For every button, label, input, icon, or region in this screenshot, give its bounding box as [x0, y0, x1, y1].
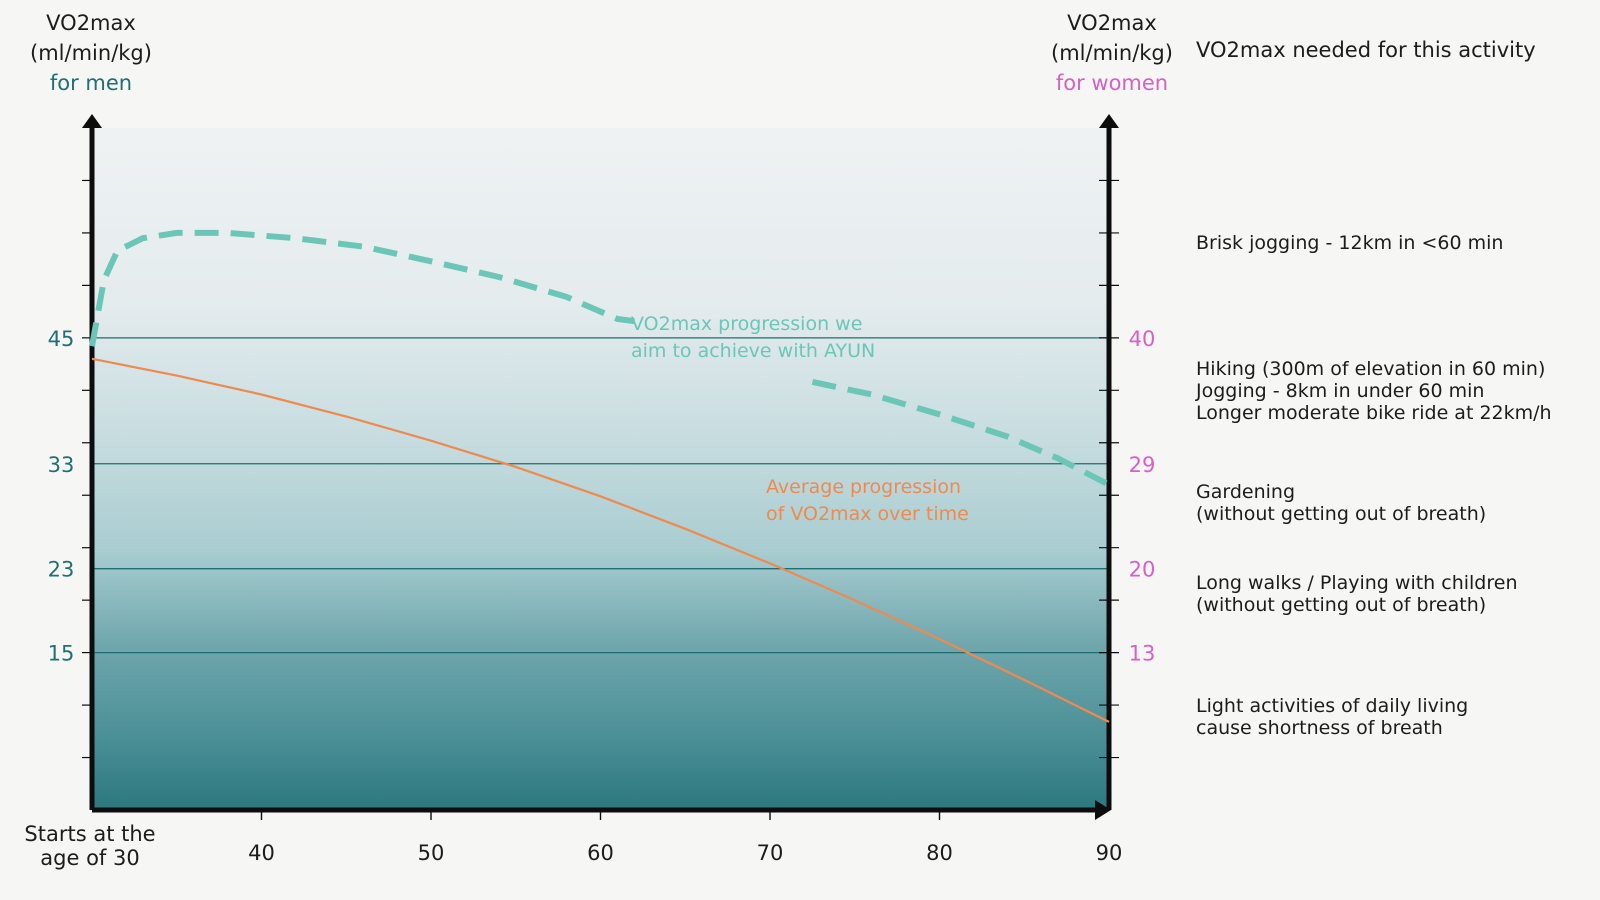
- x-tick-label: 50: [418, 841, 445, 865]
- activity-label: Hiking (300m of elevation in 60 min) Jog…: [1196, 358, 1552, 424]
- average-line: [91, 357, 1110, 723]
- plot-background: [92, 128, 1109, 808]
- y-tick-label-women: 40: [1129, 327, 1156, 351]
- activity-bands: [92, 337, 1109, 654]
- ayun-series-label: VO2max progression we aim to achieve wit…: [631, 313, 876, 362]
- x-tick-label: 80: [926, 841, 953, 865]
- x-start-label: Starts at the age of 30: [24, 822, 156, 870]
- ayun-line-segment: [89, 229, 635, 347]
- y-tick-label-women: 13: [1129, 642, 1156, 666]
- y-tick-label-women: 29: [1129, 453, 1156, 477]
- x-tick-label: 60: [587, 841, 614, 865]
- right-axis-arrow: [1099, 114, 1119, 128]
- left-axis-header: VO2max (ml/min/kg) for men: [10, 8, 172, 98]
- x-tick-label: 90: [1096, 841, 1123, 865]
- activity-label: Light activities of daily living cause s…: [1196, 695, 1469, 739]
- right-axis-title: VO2max: [1067, 11, 1157, 35]
- left-axis-unit: (ml/min/kg): [30, 41, 152, 65]
- y-tick-label-women: 20: [1129, 558, 1156, 582]
- activity-header: VO2max needed for this activity: [1196, 38, 1536, 62]
- x-axis-arrow: [1095, 800, 1111, 820]
- y-tick-label-men: 23: [48, 558, 75, 582]
- y-tick-label-men: 33: [48, 453, 75, 477]
- series-lines: [89, 229, 1111, 723]
- left-axis-group: for men: [49, 71, 133, 95]
- activity-label: Brisk jogging - 12km in <60 min: [1196, 232, 1504, 254]
- y-tick-label-men: 45: [48, 327, 75, 351]
- ayun-line-segment: [811, 378, 1111, 488]
- left-axis-title: VO2max: [46, 11, 136, 35]
- axes: [82, 114, 1119, 820]
- activity-label: Gardening (without getting out of breath…: [1196, 481, 1487, 525]
- activity-label: Long walks / Playing with children (with…: [1196, 572, 1518, 616]
- x-tick-label: 40: [248, 841, 275, 865]
- right-axis-group: for women: [1055, 71, 1169, 95]
- right-axis-unit: (ml/min/kg): [1051, 41, 1173, 65]
- right-axis-header: VO2max (ml/min/kg) for women: [1027, 8, 1197, 98]
- tick-labels: 45 40 33 29 23 20 15 13 40 50 60 70 80 90: [48, 327, 1156, 865]
- average-series-label: Average progression of VO2max over time: [766, 476, 969, 525]
- x-tick-label: 70: [757, 841, 784, 865]
- left-axis-arrow: [82, 114, 102, 128]
- y-tick-label-men: 15: [48, 642, 75, 666]
